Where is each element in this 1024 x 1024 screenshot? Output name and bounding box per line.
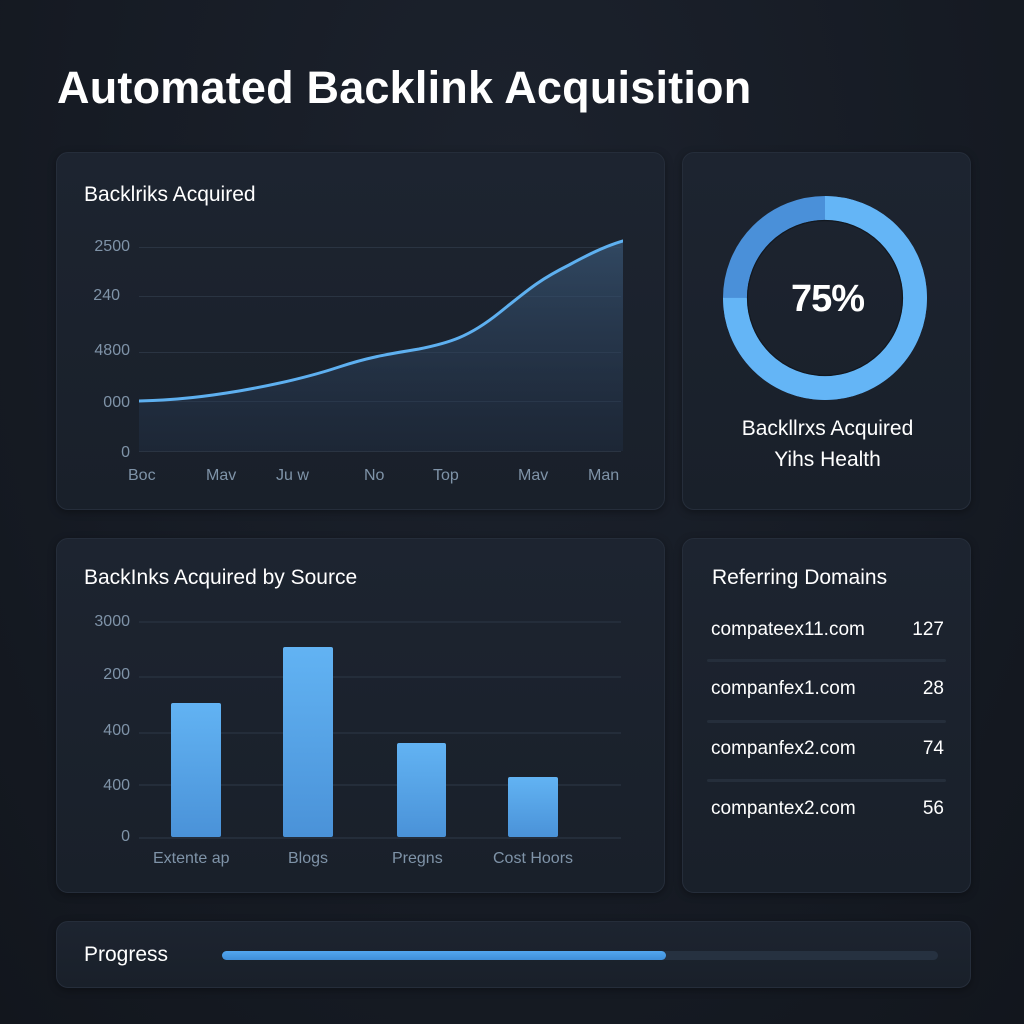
bar-pregns[interactable] [397,743,446,837]
health-donut-card: 75% Backllrxs Acquired Yihs Health [682,152,971,510]
domain-row[interactable]: companfex1.com 28 [711,678,944,738]
domain-name: companfex2.com [711,738,856,759]
y-tick: 2500 [94,238,130,255]
donut-value: 75% [790,278,865,320]
gridline [139,451,621,452]
gridline [139,621,621,623]
gridline [139,247,621,248]
backlinks-line-card: Backlriks Acquired 2500 240 4800 000 0 B… [56,152,665,510]
y-tick: 000 [103,394,130,411]
x-tick: Man [588,467,620,484]
domains-card-title: Referring Domains [712,566,888,589]
x-tick: No [364,467,385,484]
x-tick: Boc [128,467,156,484]
progress-fill [222,951,666,960]
gridline [139,352,621,353]
trend-line [139,239,623,403]
y-tick: 0 [121,828,130,845]
progress-card: Progress [56,921,971,988]
page-title: Automated Backlink Acquisition [57,62,752,113]
y-tick: 4800 [94,342,130,359]
bar-card-title: BackInks Acquired by Source [84,566,358,589]
line-chart-plot [139,239,623,451]
x-tick: Cost Hoors [493,850,574,867]
x-tick: Blogs [288,850,329,867]
domain-count: 56 [922,798,944,819]
domain-count: 28 [922,678,944,699]
donut-label-line1: Backllrxs Acquired [741,417,914,440]
y-tick: 400 [103,777,130,794]
y-tick: 3000 [94,613,130,630]
line-card-title: Backlriks Acquired [84,183,256,206]
gridline [139,676,621,678]
domain-row[interactable]: companfex2.com 74 [711,738,944,798]
source-bar-card: BackInks Acquired by Source 3000 200 400… [56,538,665,893]
row-divider [707,779,946,782]
x-tick: Pregns [392,850,443,867]
row-divider [707,720,946,723]
area-fill [139,241,623,451]
bar-cost-hoors[interactable] [508,777,558,837]
x-tick: Ju w [276,467,309,484]
y-tick: 200 [103,666,130,683]
donut-chart [723,196,927,400]
gridline [139,296,621,297]
domain-name: compateex11.com [711,619,865,640]
x-tick: Extente ap [153,850,230,867]
y-tick: 240 [93,287,120,304]
domain-row[interactable]: compantex2.com 56 [711,798,944,858]
x-tick: Mav [206,467,237,484]
progress-track [222,951,938,960]
y-tick: 0 [121,444,130,461]
gridline [139,784,621,786]
progress-label: Progress [84,943,169,966]
x-tick: Mav [518,467,549,484]
y-tick: 400 [103,722,130,739]
bar-extente-ap[interactable] [171,703,221,837]
gridline [139,732,621,734]
domain-count: 74 [922,738,944,759]
domain-row[interactable]: compateex11.com 127 [711,619,944,679]
x-tick: Top [433,467,459,484]
domain-name: compantex2.com [711,798,856,819]
donut-label-line2: Yihs Health [774,448,881,471]
domain-count: 127 [912,619,944,640]
domain-name: companfex1.com [711,678,856,699]
row-divider [707,659,946,662]
referring-domains-card: Referring Domains compateex11.com 127 co… [682,538,971,893]
bar-blogs[interactable] [283,647,333,837]
gridline [139,837,621,839]
